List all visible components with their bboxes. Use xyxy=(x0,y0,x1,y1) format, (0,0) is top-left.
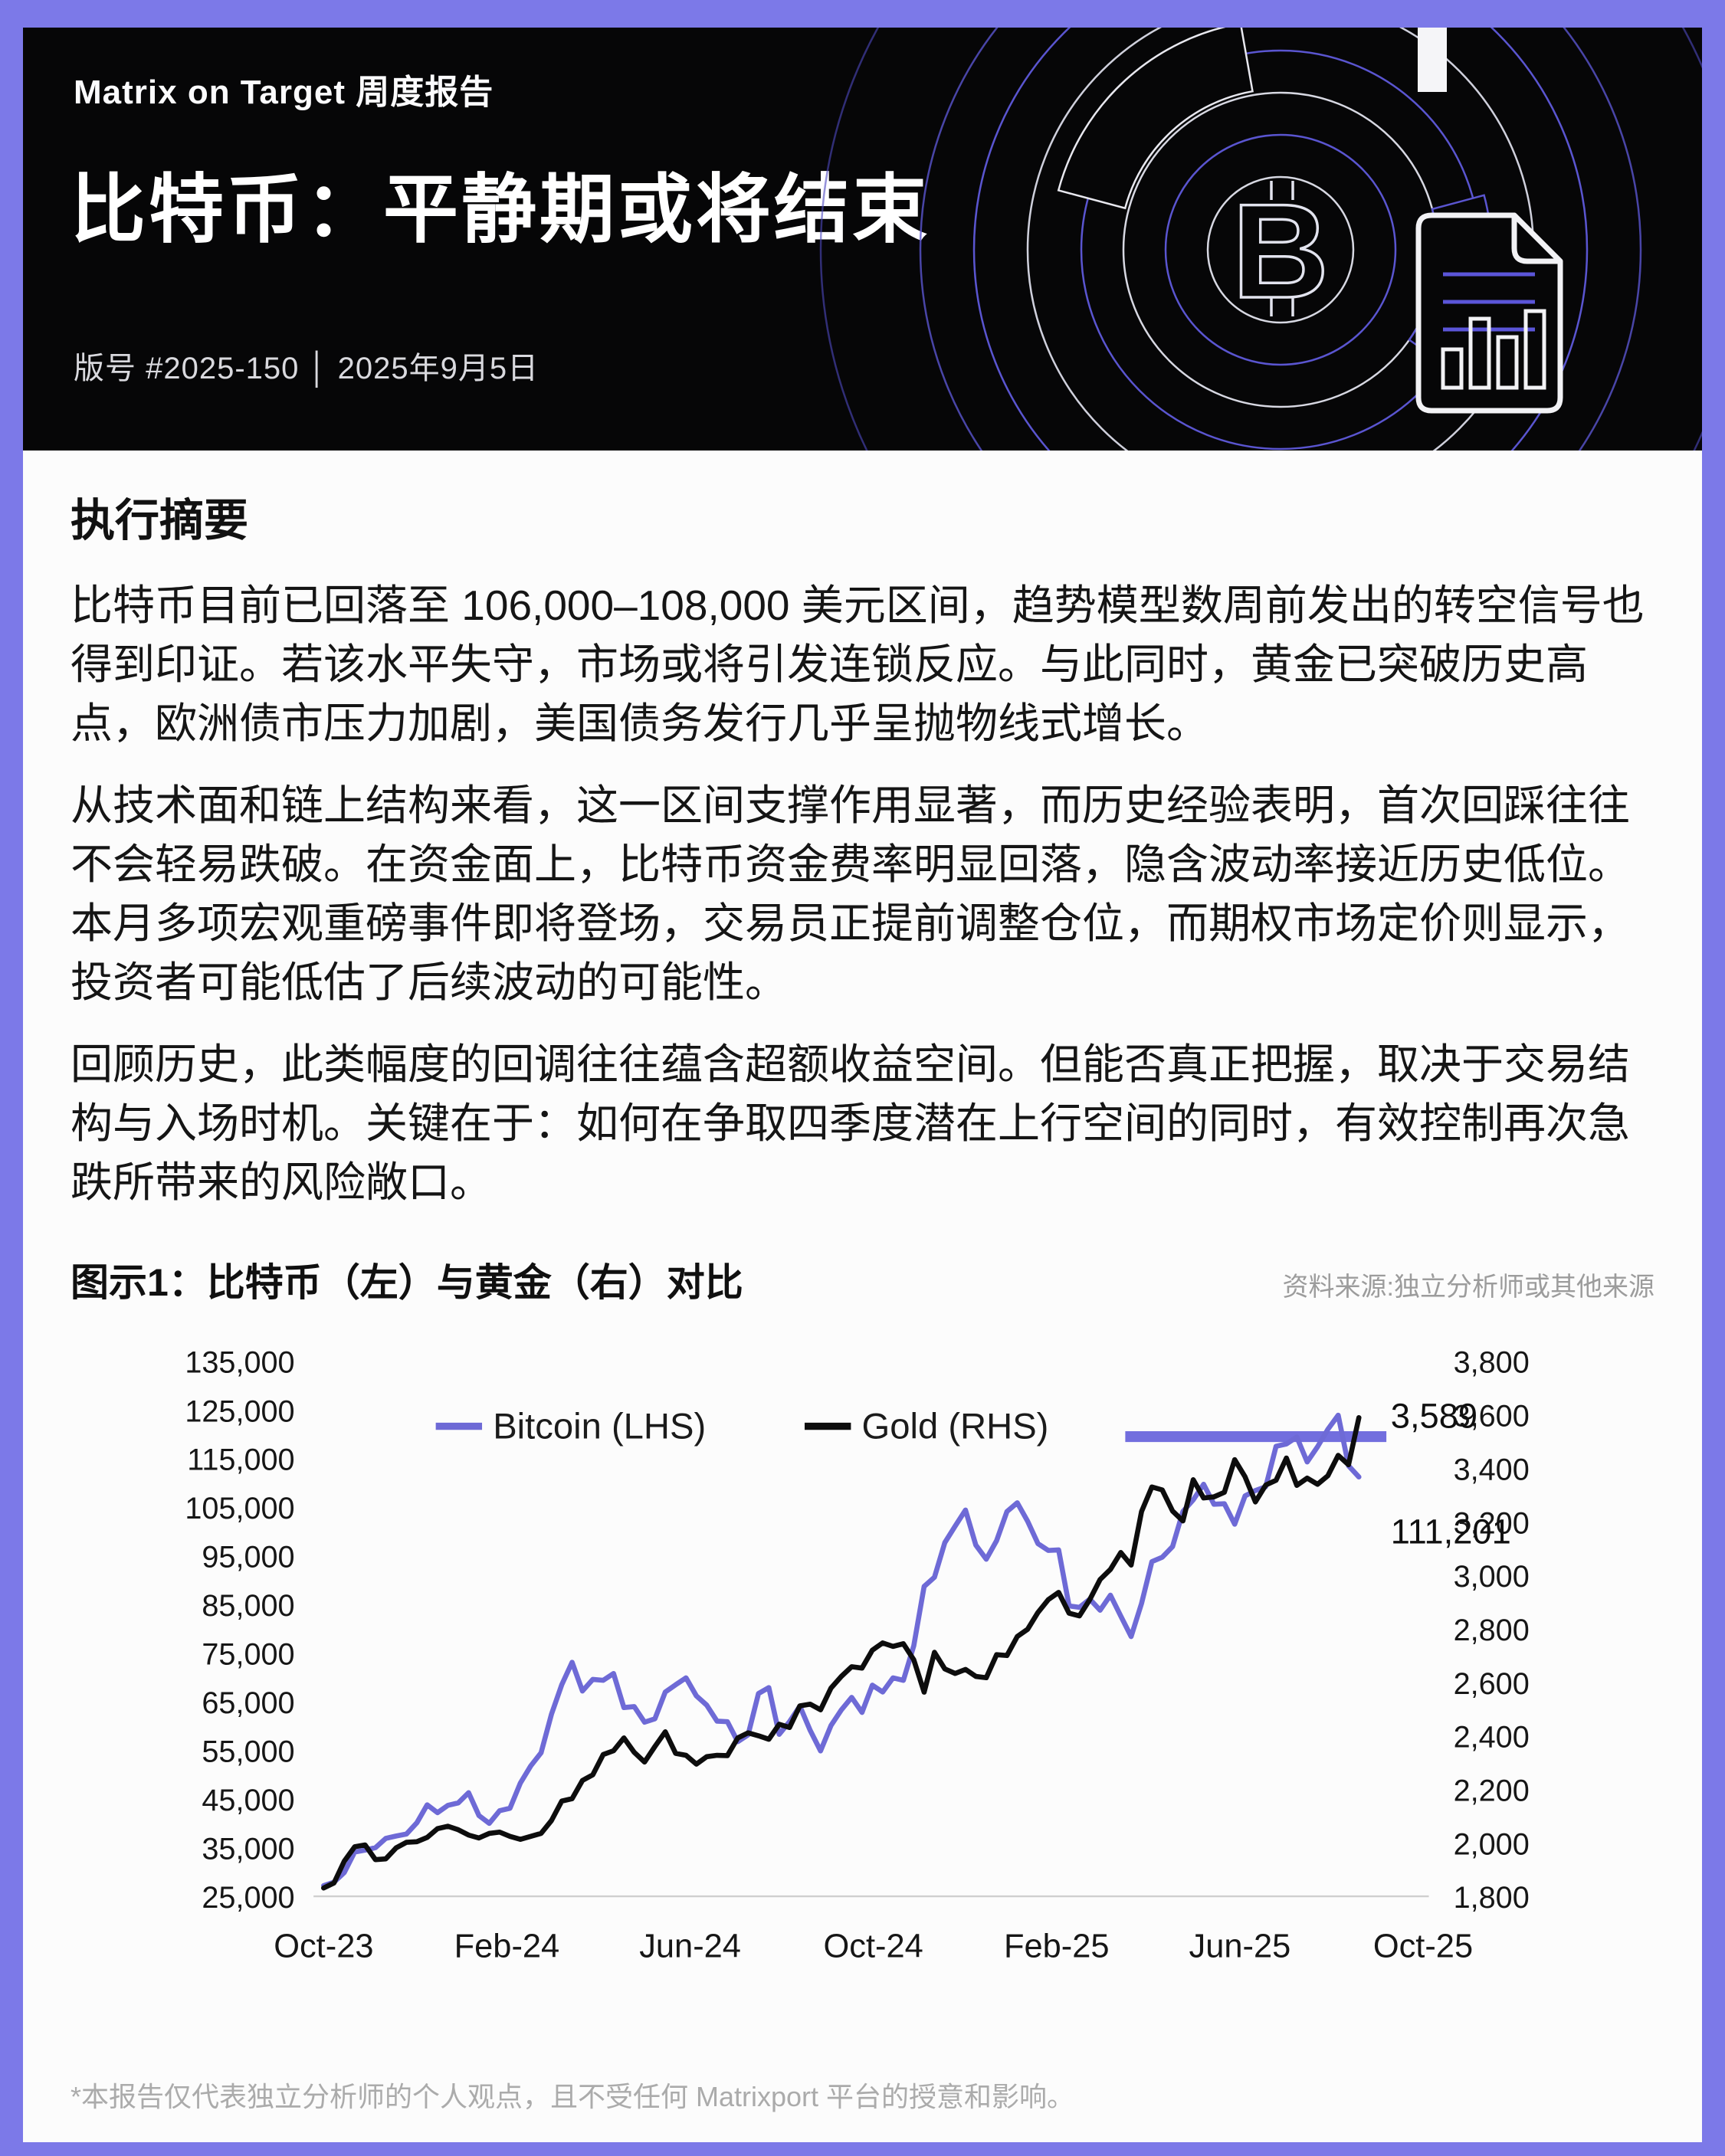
x-axis-tick-labels: Oct-23 Feb-24 Jun-24 Oct-24 Feb-25 Jun-25 Oct-… xyxy=(274,1928,1473,1964)
svg-text:Feb-25: Feb-25 xyxy=(1004,1928,1110,1964)
section-heading-executive-summary: 执行摘要 xyxy=(71,496,249,546)
document-bar-chart-icon xyxy=(1441,309,1546,390)
svg-text:Gold (RHS): Gold (RHS) xyxy=(862,1407,1049,1447)
svg-text:25,000: 25,000 xyxy=(202,1881,294,1915)
svg-text:Jun-25: Jun-25 xyxy=(1189,1928,1291,1964)
btc-last-value-label: 111,201 xyxy=(1391,1512,1511,1551)
summary-paragraph-3: 回顾历史，此类幅度的回调往往蕴含超额收益空间。但能否真正把握，取决于交易结构与入… xyxy=(71,1040,1631,1206)
summary-paragraph-2: 从技术面和链上结构来看，这一区间支撑作用显著，而历史经验表明，首次回踩往往不会轻… xyxy=(71,781,1631,1006)
svg-text:3,200: 3,200 xyxy=(1454,1506,1530,1540)
svg-text:85,000: 85,000 xyxy=(202,1589,294,1623)
svg-text:3,600: 3,600 xyxy=(1454,1400,1530,1434)
chart-legend: Bitcoin (LHS) Gold (RHS) xyxy=(435,1407,1049,1447)
summary-paragraph-1: 比特币目前已回落至 106,000–108,000 美元区间，趋势模型数周前发出… xyxy=(71,582,1645,747)
report-issue-meta: 版号 #2025-150 │ 2025年9月5日 xyxy=(74,352,539,385)
page-title: 比特币：平静期或将结束 xyxy=(71,167,931,251)
report-body: 执行摘要 比特币目前已回落至 106,000–108,000 美元区间，趋势模型… xyxy=(23,451,1702,2142)
svg-text:35,000: 35,000 xyxy=(202,1833,294,1866)
svg-text:55,000: 55,000 xyxy=(202,1735,294,1769)
svg-text:75,000: 75,000 xyxy=(202,1638,294,1672)
right-axis-tick-labels: 3,800 3,600 3,400 3,200 3,000 2,800 2,600 2,400… xyxy=(1454,1346,1530,1915)
svg-text:2,200: 2,200 xyxy=(1454,1774,1530,1807)
figure-caption: 图示1：比特币（左）与黄金（右）对比 xyxy=(71,1261,743,1304)
btc-gold-line-chart: 135,000 125,000 115,000 105,000 95,000 85,000… xyxy=(71,1318,1654,2041)
header-decor-graphic: B xyxy=(819,28,1702,451)
svg-text:115,000: 115,000 xyxy=(187,1443,294,1477)
svg-text:2,800: 2,800 xyxy=(1454,1614,1530,1647)
btc-gold-chart-svg: 135,000 125,000 115,000 105,000 95,000 85,000… xyxy=(185,1346,1530,1965)
ring-notch xyxy=(1418,28,1447,92)
bitcoin-rings-icon: B xyxy=(819,28,1702,451)
svg-text:Bitcoin (LHS): Bitcoin (LHS) xyxy=(493,1407,706,1447)
svg-text:3,000: 3,000 xyxy=(1454,1560,1530,1594)
svg-text:125,000: 125,000 xyxy=(185,1394,294,1428)
svg-text:Feb-24: Feb-24 xyxy=(454,1928,560,1964)
svg-text:1,800: 1,800 xyxy=(1454,1881,1530,1915)
ring-wedge-white xyxy=(1057,28,1254,210)
gold-last-value-label: 3,589 xyxy=(1391,1397,1477,1436)
left-axis-tick-labels: 135,000 125,000 115,000 105,000 95,000 85,000… xyxy=(185,1346,294,1915)
svg-text:Oct-25: Oct-25 xyxy=(1373,1928,1473,1964)
svg-text:3,400: 3,400 xyxy=(1454,1453,1530,1486)
svg-text:Oct-24: Oct-24 xyxy=(824,1928,923,1964)
svg-text:135,000: 135,000 xyxy=(185,1346,294,1380)
svg-text:2,400: 2,400 xyxy=(1454,1721,1530,1755)
svg-text:2,600: 2,600 xyxy=(1454,1667,1530,1701)
svg-text:3,800: 3,800 xyxy=(1454,1346,1530,1380)
svg-text:2,000: 2,000 xyxy=(1454,1827,1530,1861)
svg-text:105,000: 105,000 xyxy=(185,1492,294,1525)
figure-header-row: 图示1：比特币（左）与黄金（右）对比 资料来源:独立分析师或其他来源 xyxy=(71,1252,1654,1307)
bitcoin-series-line xyxy=(321,1412,1362,1889)
svg-text:Jun-24: Jun-24 xyxy=(639,1928,741,1964)
bitcoin-symbol-icon: B xyxy=(1231,175,1330,328)
svg-text:65,000: 65,000 xyxy=(202,1686,294,1720)
report-header: Matrix on Target 周度报告 比特币：平静期或将结束 版号 #20… xyxy=(23,28,1702,451)
report-kicker: Matrix on Target 周度报告 xyxy=(74,74,494,111)
svg-text:B: B xyxy=(1232,177,1329,326)
svg-text:95,000: 95,000 xyxy=(202,1541,294,1574)
report-document-icon xyxy=(1415,212,1563,414)
svg-text:Oct-23: Oct-23 xyxy=(274,1928,373,1964)
figure-source: 资料来源:独立分析师或其他来源 xyxy=(1282,1273,1654,1302)
footer-disclaimer: *本报告仅代表独立分析师的个人观点，且不受任何 Matrixport 平台的授意… xyxy=(71,2080,1075,2112)
gold-series-line xyxy=(321,1415,1362,1891)
svg-text:45,000: 45,000 xyxy=(202,1784,294,1817)
report-frame: Matrix on Target 周度报告 比特币：平静期或将结束 版号 #20… xyxy=(23,28,1702,2142)
